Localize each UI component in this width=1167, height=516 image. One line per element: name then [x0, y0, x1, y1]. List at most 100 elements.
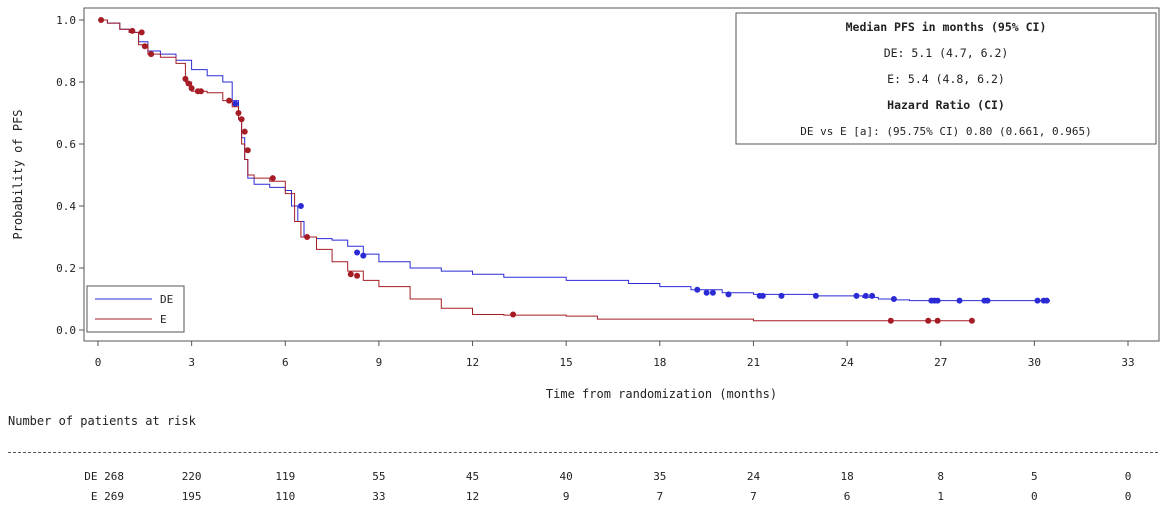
censor-mark-E — [244, 147, 251, 154]
censor-mark-E — [235, 110, 242, 116]
risk-row-label: E 269 — [90, 490, 124, 503]
risk-table-cell: 18 — [840, 470, 854, 483]
censor-mark-E — [148, 51, 155, 58]
x-tick-label: 12 — [466, 356, 479, 369]
x-tick-label: 24 — [840, 356, 854, 369]
x-tick-label: 15 — [560, 356, 573, 369]
risk-table-row: E 269 195 110 33 12 9 7 7 6 1 0 0 — [0, 490, 1167, 506]
risk-table-cell: 6 — [843, 490, 851, 503]
risk-table-separator — [8, 452, 1158, 453]
legend-label-DE: DE — [160, 293, 173, 306]
censor-mark-E — [129, 27, 136, 34]
x-tick-label: 0 — [95, 356, 102, 369]
x-tick-label: 9 — [376, 356, 383, 369]
censor-mark-E — [238, 116, 245, 123]
risk-table-cell: 40 — [559, 470, 573, 483]
annotation-line: Hazard Ratio (CI) — [887, 98, 1005, 112]
censor-mark-E — [241, 128, 248, 135]
risk-table-cell: 24 — [746, 470, 761, 483]
series-line-E — [98, 19, 972, 322]
risk-table-cell: 9 — [562, 490, 570, 503]
censor-mark-E — [198, 88, 204, 95]
risk-table-cell: 7 — [656, 490, 664, 503]
x-tick-label: 18 — [653, 356, 666, 369]
censor-mark-E — [182, 75, 189, 82]
risk-table-cell: 8 — [937, 470, 945, 483]
censor-mark-DE — [890, 296, 897, 302]
censor-mark-E — [269, 175, 276, 182]
risk-row-label: DE 268 — [84, 470, 124, 483]
censor-mark-E — [968, 317, 975, 324]
legend-label-E: E — [160, 313, 167, 326]
risk-table-cell: 0 — [1031, 490, 1038, 503]
censor-mark-DE — [778, 292, 785, 299]
censor-mark-E — [510, 311, 517, 318]
censor-mark-DE — [297, 203, 304, 209]
y-tick-label: 0.4 — [56, 200, 76, 213]
risk-table-cell: 1 — [937, 490, 945, 503]
risk-table-cell: 195 — [181, 490, 202, 503]
risk-table-cell: 35 — [653, 470, 667, 483]
risk-table-row: DE 268 220 119 55 45 40 35 24 18 8 5 0 — [0, 470, 1167, 486]
censor-mark-DE — [956, 297, 963, 304]
y-axis-label: Probability of PFS — [11, 109, 25, 239]
censor-mark-DE — [862, 292, 869, 299]
legend-box — [86, 285, 185, 333]
censor-mark-E — [934, 317, 941, 324]
censor-mark-DE — [725, 291, 732, 298]
risk-table-cell: 7 — [750, 490, 757, 503]
censor-mark-DE — [759, 292, 766, 299]
censor-mark-DE — [812, 292, 819, 299]
censor-mark-E — [138, 29, 145, 36]
risk-table-cell: 110 — [275, 490, 296, 503]
x-tick-label: 21 — [747, 356, 760, 369]
x-tick-label: 6 — [282, 356, 289, 369]
plot-frame — [83, 7, 1160, 342]
censor-mark-DE — [869, 292, 876, 299]
y-tick-label: 0.8 — [56, 76, 76, 89]
risk-table-cell: 0 — [1124, 470, 1132, 483]
censor-mark-DE — [694, 286, 701, 293]
risk-table-cell: 119 — [275, 470, 296, 483]
km-plot: 0.0 0.2 0.4 0.6 0.8 1.0 0 3 6 9 12 15 18 21 24 27 30 33 Ti… — [11, 7, 1160, 401]
annotation-line: DE vs E [a]: (95.75% CI) 0.80 (0.661, 0.… — [800, 125, 1091, 138]
x-tick-label: 30 — [1028, 356, 1041, 369]
censor-mark-E — [188, 85, 195, 92]
risk-table-cell: 33 — [372, 490, 386, 503]
censor-mark-DE — [853, 292, 860, 299]
censor-mark-E — [925, 317, 932, 324]
annotation-line: E: 5.4 (4.8, 6.2) — [887, 72, 1005, 86]
risk-table-cell: 0 — [1124, 490, 1132, 503]
censor-mark-DE — [703, 289, 710, 296]
censor-mark-DE — [354, 249, 361, 256]
censor-mark-DE — [1034, 297, 1041, 304]
censor-mark-DE — [984, 297, 991, 304]
y-tick-label: 1.0 — [56, 14, 76, 27]
y-tick-label: 0.6 — [56, 138, 76, 151]
censor-mark-E — [141, 43, 148, 50]
censor-mark-E — [304, 234, 311, 240]
censor-mark-E — [98, 17, 105, 23]
risk-table-cell: 55 — [372, 470, 386, 483]
annotation-line: DE: 5.1 (4.7, 6.2) — [884, 46, 1009, 60]
x-tick-label: 33 — [1121, 356, 1134, 369]
censor-mark-E — [347, 271, 354, 278]
risk-table-cell: 12 — [465, 490, 480, 503]
y-tick-label: 0.0 — [56, 324, 76, 337]
risk-table-cell: 220 — [181, 470, 202, 483]
risk-table-title: Number of patients at risk — [8, 414, 196, 428]
x-tick-label: 3 — [188, 356, 195, 369]
annotation-box — [735, 12, 1157, 145]
censor-mark-E — [354, 272, 361, 279]
censor-mark-DE — [709, 289, 716, 296]
risk-table-cell: 5 — [1031, 470, 1038, 483]
censor-mark-DE — [232, 100, 239, 107]
y-tick-label: 0.2 — [56, 262, 76, 275]
x-tick-label: 27 — [934, 356, 947, 369]
censor-mark-E — [226, 97, 233, 104]
risk-table-cell: 45 — [465, 470, 480, 483]
censor-mark-E — [185, 80, 192, 87]
censor-mark-DE — [360, 252, 367, 259]
annotation-line: Median PFS in months (95% CI) — [846, 20, 1047, 34]
censor-mark-DE — [1043, 297, 1050, 304]
